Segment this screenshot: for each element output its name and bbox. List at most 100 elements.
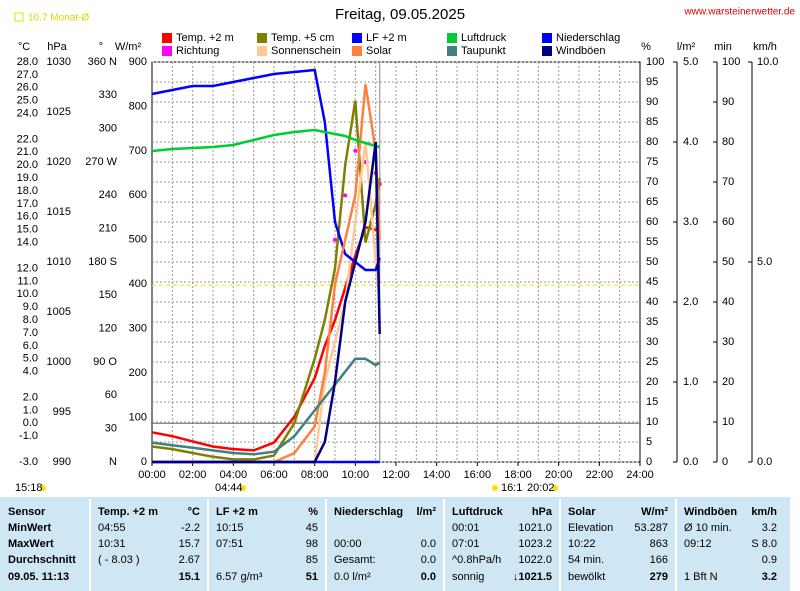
series-line [152,141,381,464]
y-tick-label: 990 [53,456,71,468]
axis-unit: W/m² [115,41,142,53]
row-label: 09.05. 11:13 [8,571,69,583]
legend-swatch [542,33,552,43]
cell-right: 279 [650,571,668,583]
x-tick-label: 22:00 [586,469,614,481]
y-tick-label: 24.0 [17,108,38,120]
y-tick-label: 995 [53,406,71,418]
legend-label: Temp. +5 cm [271,32,334,44]
cell-right: l/m² [416,506,436,518]
y-tick-label: 19.0 [17,172,38,184]
y-tick-label: 90 O [93,356,117,368]
cell-left: Elevation [568,522,613,534]
y-tick-label: 4.0 [683,136,698,148]
event-dot [240,485,246,491]
y-tick-label: 35 [646,316,658,328]
y-tick-label: 150 [99,289,117,301]
y-tick-label: 8.0 [23,314,38,326]
cell-left: Ø 10 min. [684,522,732,534]
y-tick-label: 5.0 [683,56,698,68]
y-tick-label: 20.0 [17,159,38,171]
source: www.warsteinerwetter.de [683,7,795,18]
legend-swatch [162,46,172,56]
series-line [151,68,381,272]
y-tick-label: 300 [129,323,147,335]
y-tick-label: 5.0 [757,256,772,268]
y-tick-label: 0.0 [23,417,38,429]
event-dot [552,485,558,491]
y-tick-label: 60 [722,216,734,228]
cell-right: 1022.0 [518,554,552,566]
cell-right: 863 [650,538,668,550]
y-tick-label: 75 [646,156,658,168]
y-tick-label: 180 S [88,256,117,268]
x-tick-label: 08:00 [301,469,329,481]
cell-right: 0.0 [421,538,436,550]
y-tick-label: 0 [722,456,728,468]
y-tick-label: 1.0 [23,404,38,416]
event-time: 04:44 [215,482,243,494]
cell-left: sonnig [452,571,484,583]
cell-right: 98 [306,538,318,550]
legend-label: Taupunkt [461,45,506,57]
y-tick-label: 65 [646,196,658,208]
y-tick-label: -1.0 [19,430,38,442]
y-tick-label: 10.0 [757,56,778,68]
legend-label: Richtung [176,45,219,57]
cell-left: Luftdruck [452,506,504,518]
legend-swatch [447,33,457,43]
y-tick-label: 55 [646,236,658,248]
x-tick-label: 24:00 [626,469,654,481]
direction-point [343,193,348,198]
axis-unit: km/h [753,41,777,53]
cell-left: Gesamt: [334,554,376,566]
y-tick-label: 5 [646,436,652,448]
y-tick-label: 45 [646,276,658,288]
y-tick-label: 100 [722,56,740,68]
y-tick-label: 2.0 [23,391,38,403]
y-tick-label: 3.0 [683,216,698,228]
axis-unit: min [714,41,732,53]
y-tick-label: 1005 [47,306,71,318]
x-tick-label: 10:00 [342,469,370,481]
y-tick-label: 25 [646,356,658,368]
cell-right: 1021.0 [518,522,552,534]
cell-right: S 8.0 [751,538,777,550]
legend-swatch [352,46,362,56]
y-tick-label: 20 [646,376,658,388]
cell-left: 6.57 g/m³ [216,571,263,583]
y-tick-label: 60 [105,389,117,401]
y-tick-label: 1000 [47,356,71,368]
y-tick-label: 11.0 [17,275,38,287]
legend-swatch [447,46,457,56]
cell-right: 1023.2 [518,538,552,550]
y-tick-label: 90 [646,96,658,108]
y-tick-label: 100 [129,411,147,423]
legend-label: Niederschlag [556,32,620,44]
y-tick-label: 500 [129,234,147,246]
y-tick-label: 1030 [47,56,71,68]
y-tick-label: 0 [141,456,147,468]
axis-unit: °C [18,41,30,53]
y-tick-label: 1025 [47,106,71,118]
y-tick-label: 210 [99,223,117,235]
y-tick-label: 10.0 [17,288,38,300]
y-tick-label: 12.0 [17,262,38,274]
y-tick-label: 28.0 [17,56,38,68]
y-tick-label: 10 [722,416,734,428]
y-tick-label: 70 [646,176,658,188]
cell-left: 54 min. [568,554,604,566]
y-tick-label: 4.0 [23,366,38,378]
axis-unit: ° [99,41,103,53]
y-tick-label: 6.0 [23,340,38,352]
event-time: 16:1 [501,482,522,494]
monthly-mean: 10.7 Monat-Ø [28,13,89,24]
legend-label: Sonnenschein [271,45,341,57]
cell-right: 3.2 [762,522,777,534]
event-dot [492,485,498,491]
cell-left: 09:12 [684,538,712,550]
event-time: 20:02 [527,482,555,494]
y-tick-label: 30 [646,336,658,348]
y-tick-label: 1015 [47,206,71,218]
cell-right: W/m² [641,506,668,518]
